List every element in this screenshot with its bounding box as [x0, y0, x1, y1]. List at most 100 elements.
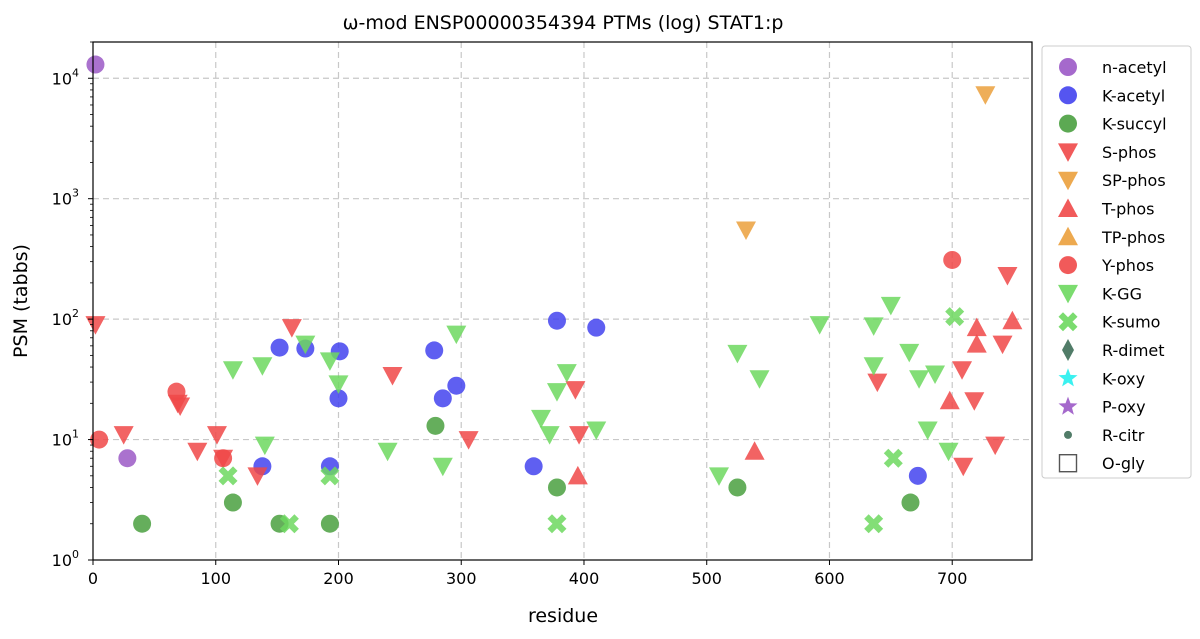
legend-item-sp-phos: SP-phos	[1058, 171, 1166, 191]
point-s-phos	[997, 267, 1018, 286]
point-k-gg	[863, 357, 884, 376]
point-k-gg	[556, 364, 577, 383]
point-k-gg	[749, 370, 770, 389]
point-s-phos	[953, 457, 974, 477]
legend-item-tp-phos: TP-phos	[1058, 226, 1165, 247]
legend-label-t-phos: T-phos	[1101, 200, 1155, 219]
point-s-phos	[985, 436, 1006, 456]
point-k-gg	[295, 335, 316, 355]
x-tick-label: 300	[446, 569, 477, 588]
legend-item-k-sumo: K-sumo	[1058, 312, 1160, 332]
point-k-gg	[909, 370, 930, 389]
point-s-phos	[382, 367, 403, 386]
y-tick-label: 100	[52, 548, 79, 570]
point-t-phos	[744, 441, 765, 460]
legend-item-k-gg: K-GG	[1058, 284, 1142, 304]
legend-label-k-acetyl: K-acetyl	[1102, 86, 1165, 105]
x-tick-label: 200	[323, 569, 354, 588]
point-y-phos	[167, 382, 186, 401]
point-k-sumo	[945, 307, 965, 327]
legend-item-o-gly: O-gly	[1058, 454, 1145, 473]
legend-item-t-phos: T-phos	[1058, 198, 1155, 219]
point-k-gg	[727, 344, 748, 364]
x-tick-label: 100	[200, 569, 231, 588]
legend-item-y-phos: Y-phos	[1059, 256, 1154, 275]
point-k-acetyl	[329, 389, 348, 408]
point-k-gg	[254, 436, 275, 456]
point-sp-phos	[975, 86, 996, 105]
point-k-acetyl	[547, 311, 566, 330]
point-k-succyl	[133, 514, 152, 533]
point-k-succyl	[728, 478, 747, 497]
point-k-succyl	[901, 493, 920, 512]
point-k-gg	[938, 442, 959, 462]
point-y-phos	[90, 430, 109, 449]
point-s-phos	[992, 335, 1013, 355]
legend-item-k-oxy: K-oxy	[1058, 368, 1145, 388]
legend-marker-p-oxy	[1058, 396, 1078, 415]
legend-marker-k-succyl	[1059, 114, 1077, 133]
point-k-acetyl	[433, 389, 452, 408]
point-k-gg	[546, 383, 567, 402]
legend-item-r-citr: R-citr	[1064, 426, 1145, 445]
y-tick-label: 101	[52, 428, 79, 450]
point-k-sumo	[883, 448, 903, 468]
legend-label-k-oxy: K-oxy	[1102, 369, 1145, 388]
point-s-phos	[170, 397, 191, 416]
point-k-gg	[925, 365, 946, 385]
chart-title: ω-mod ENSP00000354394 PTMs (log) STAT1:p	[343, 12, 784, 34]
point-k-sumo	[320, 466, 340, 486]
point-s-phos	[281, 319, 302, 338]
legend-label-p-oxy: P-oxy	[1102, 398, 1146, 417]
point-s-phos	[85, 316, 106, 335]
legend-label-tp-phos: TP-phos	[1101, 228, 1165, 247]
y-axis-ticks: 100 101 102 103 104	[52, 41, 93, 570]
legend-item-p-oxy: P-oxy	[1058, 396, 1146, 417]
point-s-phos	[952, 361, 973, 380]
point-k-acetyl	[587, 318, 606, 337]
x-tick-label: 500	[691, 569, 722, 588]
point-k-gg	[252, 357, 273, 376]
point-k-gg	[446, 325, 467, 345]
legend-marker-r-dimet	[1062, 339, 1074, 361]
point-t-phos	[966, 317, 987, 337]
point-k-sumo	[864, 514, 884, 534]
legend-label-n-acetyl: n-acetyl	[1102, 58, 1167, 77]
x-axis-ticks: 0 100 200 300 400 500 600 700	[88, 560, 968, 588]
y-tick-label: 103	[52, 187, 79, 209]
point-k-acetyl	[908, 466, 927, 485]
legend-marker-s-phos	[1058, 143, 1078, 162]
point-k-gg	[917, 421, 938, 441]
legend-marker-t-phos	[1058, 198, 1078, 217]
legend-marker-k-gg	[1058, 284, 1078, 304]
point-k-succyl	[320, 514, 339, 533]
point-t-phos	[567, 465, 588, 485]
point-k-acetyl	[425, 341, 444, 360]
point-k-gg	[809, 316, 830, 335]
y-axis-label: PSM (tabbs)	[10, 244, 32, 358]
point-s-phos	[565, 381, 586, 400]
point-k-acetyl	[270, 338, 289, 357]
legend-marker-n-acetyl	[1059, 58, 1077, 76]
point-sp-phos	[736, 221, 757, 240]
legend: n-acetyl K-acetyl K-succyl S-phos SP-phos T-p…	[1041, 45, 1192, 479]
legend-marker-y-phos	[1059, 256, 1077, 275]
y-tick-label: 102	[52, 307, 79, 329]
point-k-gg	[432, 457, 453, 477]
point-k-gg	[328, 375, 349, 394]
legend-marker-k-acetyl	[1059, 86, 1077, 105]
point-n-acetyl	[118, 449, 137, 468]
legend-box	[1041, 45, 1192, 479]
x-axis-label: residue	[528, 605, 598, 627]
plot-frame	[92, 41, 1033, 561]
point-k-gg	[222, 361, 243, 380]
data-points	[85, 55, 1023, 534]
x-tick-label: 700	[937, 569, 968, 588]
point-k-succyl	[547, 478, 566, 497]
legend-item-k-acetyl: K-acetyl	[1059, 86, 1165, 105]
point-s-phos	[458, 431, 479, 450]
legend-label-k-succyl: K-succyl	[1102, 115, 1167, 134]
legend-item-s-phos: S-phos	[1058, 143, 1156, 162]
point-k-sumo	[218, 466, 238, 486]
